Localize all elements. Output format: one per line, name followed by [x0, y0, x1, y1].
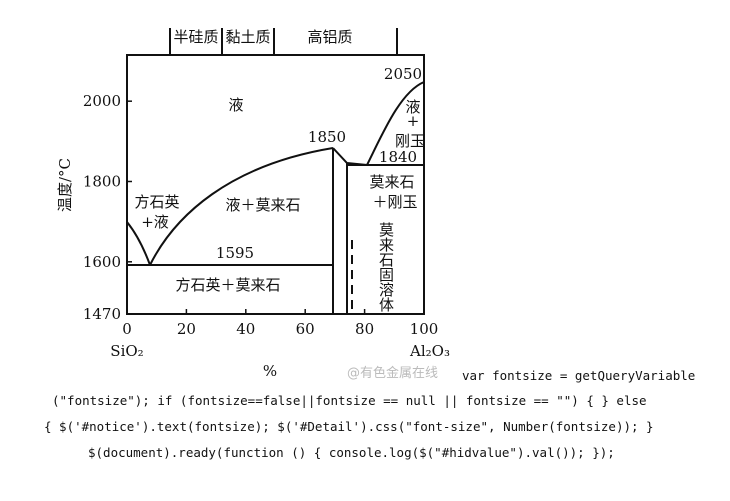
y-tick-label: 2000: [83, 92, 121, 110]
region-label: 方石英: [134, 193, 179, 211]
x-left-label: SiO₂: [110, 342, 143, 360]
y-tick-label: 1470: [83, 305, 121, 323]
point-label: 1850: [308, 128, 346, 146]
region-label: 莫来石固溶体: [377, 222, 395, 312]
x-tick-label: 20: [177, 320, 196, 338]
region-label: +: [407, 112, 420, 130]
x-tick-label: 100: [410, 320, 439, 338]
region-label: ＋刚玉: [372, 193, 417, 211]
y-tick-label: 1800: [83, 172, 121, 190]
point-label: 1595: [216, 244, 254, 262]
region-label: 莫来石: [369, 173, 414, 191]
y-tick-label: 1600: [83, 253, 121, 271]
x-tick-label: 80: [355, 320, 374, 338]
top-label: 黏土质: [225, 28, 270, 46]
phase-diagram: [126, 28, 425, 315]
region-label: 刚玉: [395, 132, 425, 150]
x-axis-label: %: [263, 362, 277, 380]
x-tick-label: 60: [296, 320, 315, 338]
point-label: 1840: [379, 148, 417, 166]
region-label: 液: [228, 96, 243, 114]
watermark: @有色金属在线: [347, 365, 438, 381]
x-tick-label: 40: [236, 320, 255, 338]
curve: [332, 147, 368, 166]
code-line: $(document).ready(function () { console.…: [88, 445, 615, 460]
code-line: ("fontsize"); if (fontsize==false||fonts…: [52, 393, 647, 408]
region-label: 液＋莫来石: [225, 196, 300, 214]
curve: [126, 221, 151, 266]
code-line: { $('#notice').text(fontsize); $('#Detai…: [44, 419, 654, 434]
top-label: 半硅质: [173, 28, 218, 46]
region-label: 液: [405, 98, 420, 116]
region-label: +液: [141, 213, 169, 231]
x-tick-label: 0: [122, 320, 132, 338]
curve: [149, 147, 334, 266]
point-label: 2050: [384, 65, 422, 83]
region-label: 方石英＋莫来石: [175, 276, 280, 294]
top-label: 高铝质: [307, 28, 352, 46]
code-line: var fontsize = getQueryVariable: [462, 368, 695, 383]
y-axis-label: 温度/°C: [56, 158, 74, 212]
x-right-label: Al₂O₃: [409, 342, 450, 360]
curve: [366, 81, 425, 166]
